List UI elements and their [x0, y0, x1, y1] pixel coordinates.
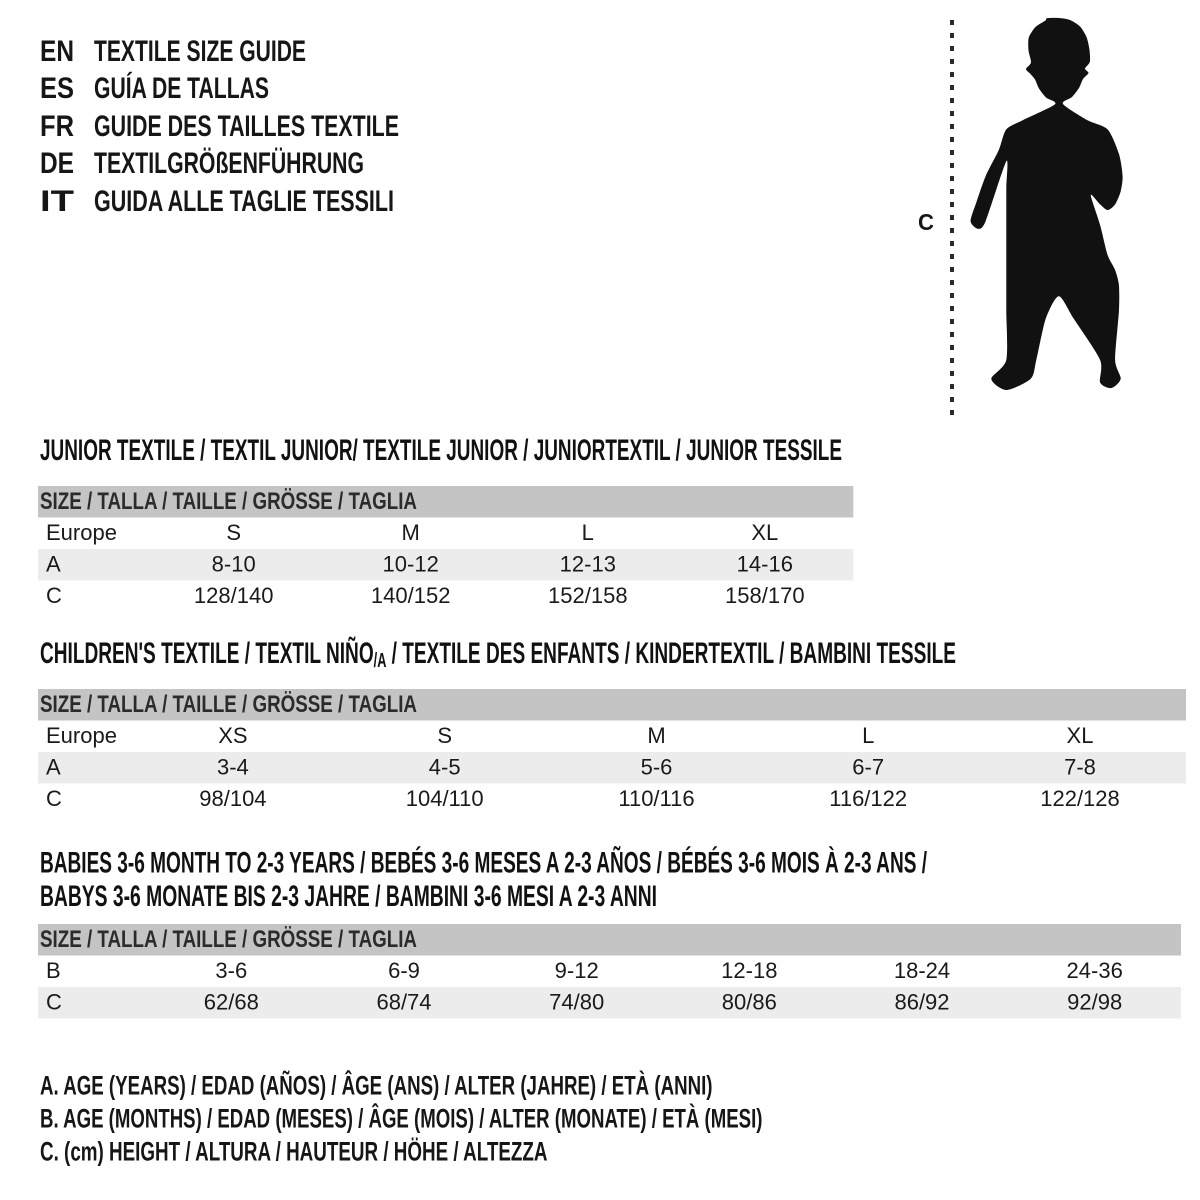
svg-text:B. AGE (MONTHS) / EDAD (MESES): B. AGE (MONTHS) / EDAD (MESES) / ÂGE (MO… [40, 1102, 763, 1133]
svg-text:M: M [647, 723, 665, 748]
svg-text:BABYS 3-6 MONATE BIS 2-3 JAHRE: BABYS 3-6 MONATE BIS 2-3 JAHRE / BAMBINI… [40, 880, 657, 913]
svg-text:A: A [46, 755, 61, 780]
svg-text:SIZE / TALLA / TAILLE / GRÖSSE: SIZE / TALLA / TAILLE / GRÖSSE / TAGLIA [40, 691, 417, 718]
svg-text:A: A [46, 552, 61, 577]
svg-text:12-13: 12-13 [560, 552, 616, 577]
svg-text:10-12: 10-12 [383, 552, 439, 577]
svg-text:IT: IT [40, 185, 74, 218]
svg-text:140/152: 140/152 [371, 583, 451, 608]
svg-text:SIZE / TALLA / TAILLE / GRÖSSE: SIZE / TALLA / TAILLE / GRÖSSE / TAGLIA [40, 488, 417, 515]
svg-text:S: S [226, 520, 241, 545]
svg-text:Europe: Europe [46, 723, 117, 748]
svg-text:XL: XL [1067, 723, 1094, 748]
svg-text:C: C [46, 583, 62, 608]
svg-text:TEXTILE SIZE GUIDE: TEXTILE SIZE GUIDE [94, 35, 306, 68]
svg-text:24-36: 24-36 [1067, 958, 1123, 983]
svg-text:14-16: 14-16 [737, 552, 793, 577]
svg-text:3-6: 3-6 [215, 958, 247, 983]
svg-text:152/158: 152/158 [548, 583, 628, 608]
svg-text:74/80: 74/80 [549, 990, 604, 1015]
svg-text:92/98: 92/98 [1067, 990, 1122, 1015]
svg-text:18-24: 18-24 [894, 958, 950, 983]
svg-text:12-18: 12-18 [721, 958, 777, 983]
svg-text:62/68: 62/68 [204, 990, 259, 1015]
svg-text:80/86: 80/86 [722, 990, 777, 1015]
svg-text:GUIDE DES TAILLES TEXTILE: GUIDE DES TAILLES TEXTILE [94, 110, 399, 143]
svg-text:8-10: 8-10 [212, 552, 256, 577]
svg-text:158/170: 158/170 [725, 583, 805, 608]
svg-text:C: C [46, 786, 62, 811]
svg-text:128/140: 128/140 [194, 583, 274, 608]
svg-text:ES: ES [40, 72, 74, 105]
svg-text:M: M [402, 520, 420, 545]
svg-text:FR: FR [40, 110, 74, 143]
svg-text:EN: EN [40, 35, 74, 68]
svg-text:98/104: 98/104 [199, 786, 266, 811]
svg-text:C. (cm) HEIGHT / ALTURA / HAUT: C. (cm) HEIGHT / ALTURA / HAUTEUR / HÖHE… [40, 1136, 548, 1166]
svg-text:3-4: 3-4 [217, 755, 249, 780]
svg-text:7-8: 7-8 [1064, 755, 1096, 780]
svg-text:Europe: Europe [46, 520, 117, 545]
svg-text:110/116: 110/116 [618, 786, 694, 811]
svg-text:6-7: 6-7 [852, 755, 884, 780]
svg-text:S: S [437, 723, 452, 748]
svg-text:SIZE / TALLA / TAILLE / GRÖSSE: SIZE / TALLA / TAILLE / GRÖSSE / TAGLIA [40, 926, 417, 953]
svg-text:JUNIOR TEXTILE / TEXTIL JUNIOR: JUNIOR TEXTILE / TEXTIL JUNIOR/ TEXTILE … [40, 434, 842, 467]
svg-text:4-5: 4-5 [429, 755, 461, 780]
svg-text:DE: DE [40, 147, 74, 180]
svg-text:XS: XS [218, 723, 247, 748]
svg-text:9-12: 9-12 [555, 958, 599, 983]
svg-text:A. AGE (YEARS) / EDAD (AÑOS) /: A. AGE (YEARS) / EDAD (AÑOS) / ÂGE (ANS)… [40, 1070, 713, 1101]
svg-text:TEXTILGRÖßENFÜHRUNG: TEXTILGRÖßENFÜHRUNG [94, 147, 364, 180]
svg-text:5-6: 5-6 [641, 755, 673, 780]
svg-text:116/122: 116/122 [829, 786, 907, 811]
svg-text:C: C [46, 990, 62, 1015]
svg-text:L: L [582, 520, 594, 545]
svg-text:L: L [862, 723, 874, 748]
svg-text:122/128: 122/128 [1040, 786, 1120, 811]
svg-text:GUÍA DE TALLAS: GUÍA DE TALLAS [94, 71, 269, 105]
svg-text:C: C [918, 209, 934, 235]
svg-text:GUIDA ALLE TAGLIE TESSILI: GUIDA ALLE TAGLIE TESSILI [94, 185, 394, 218]
svg-text:68/74: 68/74 [376, 990, 431, 1015]
svg-text:6-9: 6-9 [388, 958, 420, 983]
svg-text:86/92: 86/92 [894, 990, 949, 1015]
svg-text:CHILDREN'S TEXTILE / TEXTIL NI: CHILDREN'S TEXTILE / TEXTIL NIÑO/A / TEX… [40, 636, 956, 672]
svg-text:BABIES 3-6 MONTH TO 2-3 YEARS: BABIES 3-6 MONTH TO 2-3 YEARS / BEBÉS 3-… [40, 846, 927, 880]
svg-text:B: B [46, 958, 61, 983]
svg-text:XL: XL [751, 520, 778, 545]
svg-text:104/110: 104/110 [406, 786, 484, 811]
